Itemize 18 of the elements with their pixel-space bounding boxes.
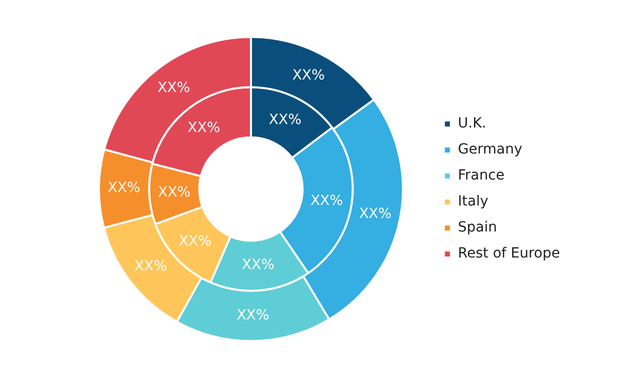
data-label: XX% bbox=[178, 233, 212, 250]
data-label: XX% bbox=[188, 120, 220, 136]
legend-label: Italy bbox=[458, 194, 488, 210]
data-label: XX% bbox=[268, 112, 302, 128]
data-label: XX% bbox=[158, 184, 191, 200]
data-label: XX% bbox=[158, 80, 190, 96]
data-label: XX% bbox=[134, 258, 167, 274]
legend-label: Germany bbox=[458, 142, 522, 158]
data-label: XX% bbox=[242, 257, 274, 274]
legend-label: Spain bbox=[458, 220, 498, 236]
data-label: XX% bbox=[236, 308, 270, 324]
legend-label: Rest of Europe bbox=[458, 246, 560, 262]
legend-label: France bbox=[458, 168, 504, 184]
legend-label: U.K. bbox=[458, 116, 486, 132]
data-label: XX% bbox=[310, 193, 343, 210]
data-label: XX% bbox=[108, 180, 140, 196]
data-label: XX% bbox=[292, 68, 325, 84]
data-label: XX% bbox=[359, 206, 392, 222]
